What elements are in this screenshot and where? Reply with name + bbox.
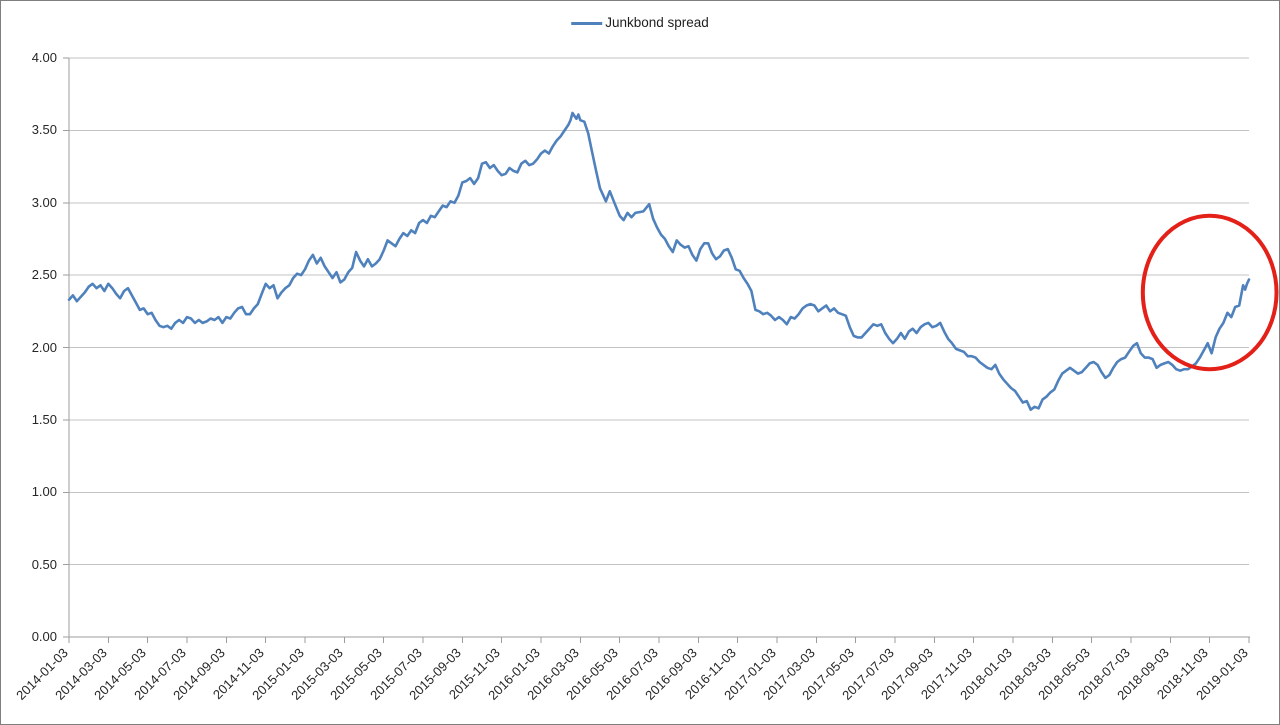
series-line-junkbond-spread — [67, 111, 1251, 412]
y-axis-tick-label: 3.00 — [31, 194, 57, 210]
legend: Junkbond spread — [571, 15, 709, 31]
y-axis-tick-label: 0.50 — [31, 556, 57, 572]
highlight-ellipse-annotation — [1140, 213, 1279, 372]
y-axis-tick-label: 1.00 — [31, 484, 57, 500]
y-axis-tick-label: 2.50 — [31, 267, 57, 283]
legend-label: Junkbond spread — [605, 15, 709, 30]
y-axis-tick-label: 3.50 — [31, 122, 57, 138]
y-axis-tick-label: 2.00 — [31, 339, 57, 355]
y-axis-tick-label: 0.00 — [31, 629, 57, 644]
legend-line-swatch — [571, 21, 603, 25]
y-axis-tick-label: 4.00 — [31, 50, 57, 65]
y-axis-tick-label: 1.50 — [31, 411, 57, 427]
